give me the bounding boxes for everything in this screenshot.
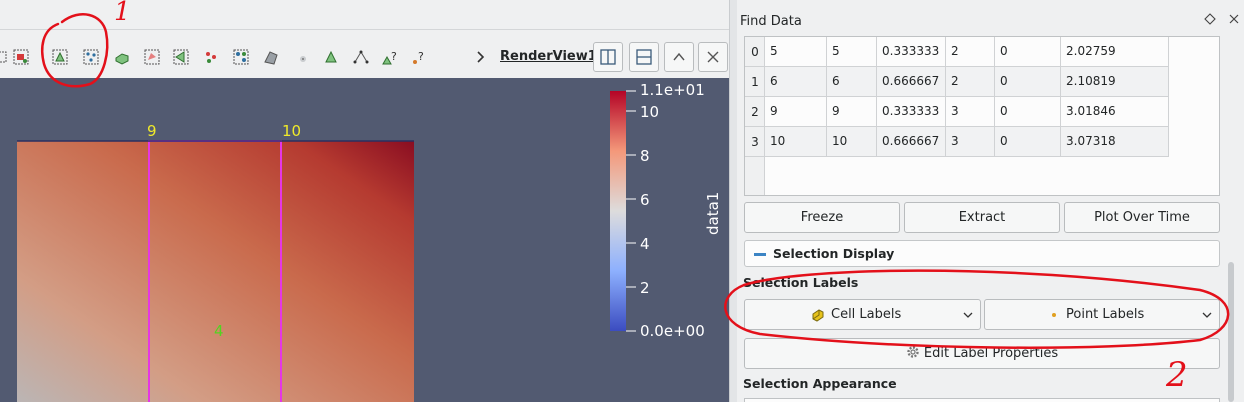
point-label-9: 9 [147, 122, 157, 140]
table-cell[interactable]: 0 [995, 37, 1061, 67]
find-data-panel: Find Data 0 5 5 0.333333 2 0 2.02759 1 6… [737, 0, 1244, 402]
svg-text:?: ? [391, 50, 397, 63]
point-labels-icon [1047, 308, 1061, 322]
split-horizontal-button[interactable] [593, 42, 623, 72]
cell-labels-dropdown[interactable]: Cell Labels [744, 299, 981, 330]
hover-points-icon[interactable] [293, 48, 311, 66]
gear-icon [906, 341, 920, 358]
table-cell[interactable]: 10 [827, 127, 877, 157]
table-cell[interactable]: 0.666667 [877, 127, 946, 157]
table-cell[interactable]: 2.10819 [1061, 67, 1169, 97]
selection-display-label: Selection Display [773, 246, 895, 261]
table-cell[interactable]: 3 [946, 127, 995, 157]
chevron-down-icon [962, 309, 974, 321]
point-labels-dropdown[interactable]: Point Labels [984, 299, 1220, 330]
table-cell[interactable]: 3.07318 [1061, 127, 1169, 157]
maximize-view-button[interactable] [664, 42, 694, 72]
selection-table[interactable]: 0 5 5 0.333333 2 0 2.02759 1 6 6 0.66666… [744, 36, 1220, 196]
clear-selection-icon[interactable] [262, 48, 280, 66]
table-row[interactable]: 2 9 9 0.333333 3 0 3.01846 [745, 97, 1169, 127]
table-cell[interactable]: 3.01846 [1061, 97, 1169, 127]
table-cell[interactable]: 6 [827, 67, 877, 97]
table-cell[interactable]: 0.666667 [877, 67, 946, 97]
interactive-select-cells-icon[interactable] [51, 48, 69, 66]
row-header-column [745, 37, 765, 195]
select-linked-icon[interactable] [352, 48, 370, 66]
table-cell[interactable]: 9 [827, 97, 877, 127]
selection-appearance-heading: Selection Appearance [743, 376, 897, 391]
table-cell[interactable]: 9 [765, 97, 827, 127]
select-block-icon[interactable] [113, 48, 131, 66]
table-cell[interactable]: 0 [995, 67, 1061, 97]
cell-labels-text: Cell Labels [831, 307, 902, 322]
grow-selection-icon[interactable] [232, 48, 250, 66]
cell-labels-icon [811, 308, 825, 322]
table-cell[interactable]: 3 [946, 97, 995, 127]
table-cell[interactable]: 6 [765, 67, 827, 97]
selection-appearance-box [744, 398, 1220, 402]
select-points-on-icon[interactable] [202, 48, 220, 66]
table-row[interactable]: 0 5 5 0.333333 2 0 2.02759 [745, 37, 1169, 67]
query-points-icon[interactable]: ? [410, 48, 428, 66]
colorbar-tick-label: 4 [640, 235, 650, 253]
select-cells-on-icon[interactable] [12, 48, 30, 66]
edit-label-properties-button[interactable]: Edit Label Properties [744, 338, 1220, 369]
close-view-button[interactable] [698, 42, 728, 72]
colorbar-tick-label: 2 [640, 279, 650, 297]
edit-label-properties-text: Edit Label Properties [923, 346, 1059, 361]
polygon-select-cells-icon[interactable] [143, 48, 161, 66]
table-cell[interactable]: 0.333333 [877, 97, 946, 127]
table-row[interactable]: 3 10 10 0.666667 3 0 3.07318 [745, 127, 1169, 157]
hover-cells-icon[interactable] [322, 48, 340, 66]
table-cell[interactable]: 5 [827, 37, 877, 67]
colorbar-title: data1 [704, 192, 722, 235]
chevron-down-icon [1201, 309, 1213, 321]
point-label-10: 10 [282, 122, 301, 140]
render-view-name[interactable]: RenderView1 [500, 49, 597, 64]
table-cell[interactable]: 10 [765, 127, 827, 157]
colorbar-max-label: 1.1e+01 [640, 81, 705, 99]
panel-scrollbar[interactable] [1228, 262, 1234, 402]
table-cell[interactable]: 2.02759 [1061, 37, 1169, 67]
dataset-surface[interactable] [17, 141, 414, 402]
colorbar-tick-label: 6 [640, 191, 650, 209]
point-labels-text: Point Labels [1066, 307, 1145, 322]
table-cell[interactable]: 2 [946, 67, 995, 97]
colorbar-min-label: 0.0e+00 [640, 322, 705, 340]
table-cell[interactable]: 0.333333 [877, 37, 946, 67]
table-cell[interactable]: 5 [765, 37, 827, 67]
table-cell[interactable]: 2 [946, 37, 995, 67]
grid-select-icon[interactable] [0, 48, 12, 66]
selection-display-section[interactable]: Selection Display [744, 240, 1220, 267]
row-index: 1 [745, 67, 765, 97]
split-vertical-button[interactable] [629, 42, 659, 72]
extract-button[interactable]: Extract [904, 202, 1060, 233]
table-row[interactable]: 1 6 6 0.666667 2 0 2.10819 [745, 67, 1169, 97]
colorbar-tick-label: 10 [640, 103, 659, 121]
panel-splitter[interactable] [729, 0, 737, 402]
table-cell[interactable]: 0 [995, 127, 1061, 157]
render-view[interactable]: 9 10 4 1.1e+01 10 8 6 4 2 0.0e+00 data1 [0, 78, 729, 402]
row-index: 2 [745, 97, 765, 127]
freeze-button[interactable]: Freeze [744, 202, 900, 233]
selection-labels-heading: Selection Labels [743, 275, 859, 290]
table-cell[interactable]: 0 [995, 97, 1061, 127]
colorbar-tick-label: 8 [640, 147, 650, 165]
polygon-select-points-icon[interactable] [172, 48, 190, 66]
panel-title: Find Data [740, 14, 802, 29]
toolbar-overflow-chevron-icon[interactable] [473, 47, 489, 67]
colorbar[interactable] [610, 91, 626, 331]
top-strip [0, 0, 737, 30]
cell-label-4: 4 [214, 322, 224, 340]
float-panel-icon[interactable] [1203, 12, 1217, 26]
collapse-icon [754, 253, 766, 256]
row-index: 3 [745, 127, 765, 157]
close-panel-icon[interactable] [1227, 12, 1241, 26]
interactive-select-points-icon[interactable] [82, 48, 100, 66]
svg-text:?: ? [418, 50, 424, 63]
row-index: 0 [745, 37, 765, 67]
query-cells-icon[interactable]: ? [381, 48, 399, 66]
render-view-toolbar: ? ? RenderView1 [0, 38, 737, 78]
plot-over-time-button[interactable]: Plot Over Time [1064, 202, 1220, 233]
